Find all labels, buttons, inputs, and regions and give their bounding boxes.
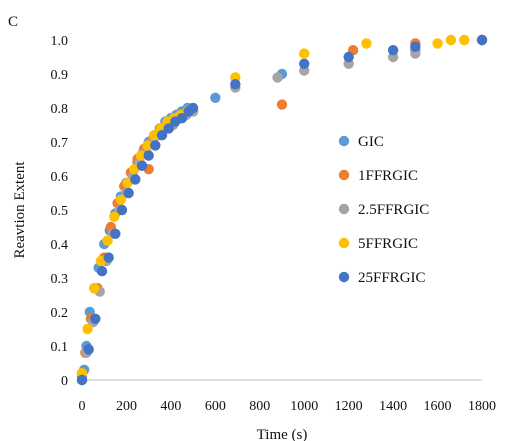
y-tick-label: 0.2 [51, 306, 69, 321]
y-tick-label: 0.4 [51, 238, 69, 253]
data-point [95, 255, 107, 267]
data-point [129, 164, 140, 175]
legend-entry: 2.5FFRGIC [358, 202, 429, 218]
data-point [150, 140, 161, 151]
data-point [230, 79, 241, 90]
y-axis-ticks: 0 0.1 0.2 0.3 0.4 0.5 0.6 0.7 0.8 0.9 1.0 [51, 34, 69, 389]
data-point [299, 58, 310, 69]
y-axis-title: Reavtion Extent [12, 161, 28, 259]
x-tick-label: 800 [249, 399, 270, 414]
data-point [110, 228, 121, 239]
x-tick-label: 1200 [335, 399, 363, 414]
data-point [361, 38, 372, 49]
legend-marker [338, 203, 350, 215]
legend-entry: 1FFRGIC [358, 168, 418, 184]
data-point [163, 123, 174, 134]
data-point [123, 187, 134, 199]
legend-marker [338, 169, 350, 181]
x-tick-label: 1800 [468, 399, 496, 414]
data-point [410, 41, 421, 52]
data-point [459, 34, 470, 46]
y-tick-label: 0.5 [51, 204, 69, 219]
x-axis-title: Time (s) [257, 427, 308, 441]
x-tick-label: 1600 [424, 399, 452, 414]
data-point [142, 140, 153, 151]
panel-label: C [8, 14, 18, 30]
y-tick-label: 0.6 [51, 170, 69, 185]
data-point [76, 374, 88, 386]
data-point [476, 34, 488, 46]
data-point [130, 174, 141, 185]
x-tick-label: 1400 [379, 399, 407, 414]
data-point [343, 51, 354, 63]
data-point [299, 48, 310, 59]
legend-entry: 25FFRGIC [358, 270, 426, 286]
data-point [432, 38, 443, 49]
legend-marker [338, 135, 350, 147]
legend-entry: GIC [358, 134, 384, 150]
y-tick-label: 0 [61, 374, 68, 389]
data-point [103, 252, 114, 263]
data-point [210, 92, 221, 104]
y-tick-label: 0.3 [51, 272, 69, 287]
y-tick-label: 0.1 [51, 340, 69, 355]
x-tick-label: 600 [205, 399, 226, 414]
data-point [89, 283, 100, 294]
data-point [90, 313, 101, 324]
data-point [109, 211, 120, 222]
data-point [143, 150, 154, 161]
x-tick-label: 0 [79, 399, 86, 414]
x-tick-label: 1000 [290, 399, 318, 414]
data-point [115, 194, 127, 205]
data-point [387, 45, 399, 56]
x-tick-label: 400 [160, 399, 181, 414]
legend: GIC 1FFRGIC 2.5FFRGIC 5FFRGIC 25FFRGIC [338, 134, 429, 286]
data-point [156, 130, 168, 141]
data-point [136, 160, 148, 171]
x-tick-label: 200 [116, 399, 137, 414]
data-point [96, 266, 108, 277]
series-25ffrgic [76, 34, 488, 386]
data-point [187, 102, 199, 114]
data-point [102, 235, 113, 246]
data-point [122, 177, 133, 188]
y-tick-label: 0.9 [51, 68, 69, 83]
data-point [272, 72, 283, 83]
data-point [135, 150, 147, 161]
y-tick-label: 1.0 [51, 34, 69, 49]
y-tick-label: 0.8 [51, 102, 69, 117]
data-point [82, 323, 93, 335]
y-tick-label: 0.7 [51, 136, 69, 151]
x-axis-ticks: 0 200 400 600 800 1000 1200 1400 1600 1800 [79, 399, 497, 414]
data-point [445, 34, 457, 46]
data-points [76, 34, 488, 386]
legend-marker [338, 237, 350, 249]
legend-entry: 5FFRGIC [358, 236, 418, 252]
data-point [276, 99, 288, 110]
data-point [83, 344, 94, 355]
data-point [116, 204, 128, 216]
legend-marker [338, 271, 350, 283]
data-point [149, 130, 160, 141]
data-point [176, 113, 188, 124]
